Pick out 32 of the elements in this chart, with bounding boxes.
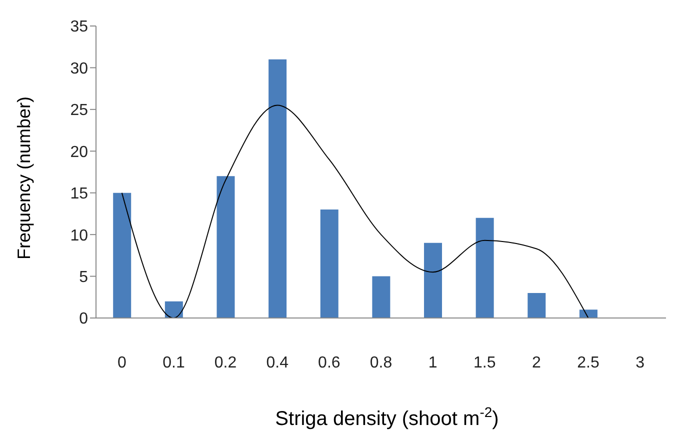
bar bbox=[476, 218, 494, 318]
y-tick-label: 0 bbox=[79, 310, 88, 328]
x-tick-label: 3 bbox=[636, 354, 645, 372]
bar bbox=[528, 292, 546, 318]
x-tick-label: 2.5 bbox=[577, 354, 600, 372]
x-tick-label: 1 bbox=[428, 354, 438, 372]
x-tick-label: 2 bbox=[532, 354, 541, 372]
bar bbox=[320, 210, 338, 318]
y-tick-label: 20 bbox=[70, 144, 88, 161]
bar bbox=[164, 301, 183, 318]
x-tick-label: 0.2 bbox=[214, 354, 237, 372]
x-tick-label: 0.8 bbox=[370, 354, 392, 372]
line-series bbox=[121, 104, 589, 318]
y-tick-label: 10 bbox=[70, 227, 88, 244]
y-tick-label: 5 bbox=[79, 268, 88, 286]
y-tick-label: 25 bbox=[70, 102, 88, 120]
x-tick-label: 0 bbox=[117, 354, 126, 372]
x-tick-label: 0.6 bbox=[318, 354, 340, 372]
y-tick-label: 35 bbox=[70, 18, 88, 36]
bar bbox=[268, 59, 287, 318]
bar bbox=[424, 242, 442, 318]
bar bbox=[216, 176, 235, 318]
y-axis-title: Frequency (number) bbox=[14, 96, 34, 260]
x-tick-label: 0.1 bbox=[162, 354, 185, 372]
y-tick-label: 15 bbox=[70, 186, 88, 203]
bar bbox=[372, 276, 390, 318]
bar bbox=[579, 310, 598, 318]
bar bbox=[113, 192, 132, 318]
x-axis-title: Striga density (shoot m$^{-2}$) bbox=[275, 404, 499, 430]
x-tick-label: 0.4 bbox=[266, 354, 289, 372]
x-tick-label: 1.5 bbox=[474, 354, 496, 372]
y-tick-label: 30 bbox=[70, 60, 88, 78]
